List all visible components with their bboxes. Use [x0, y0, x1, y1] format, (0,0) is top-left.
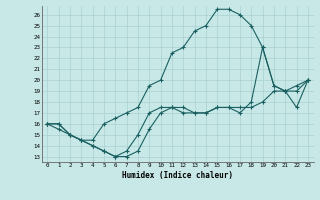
X-axis label: Humidex (Indice chaleur): Humidex (Indice chaleur)	[122, 171, 233, 180]
